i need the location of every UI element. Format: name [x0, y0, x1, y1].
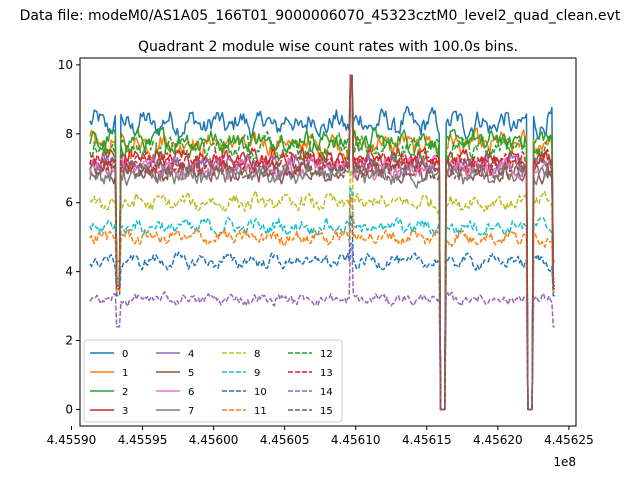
legend-label-7: 7	[188, 406, 194, 417]
x-tick-label-0: 4.45590	[47, 433, 97, 447]
x-axis-offset-label: 1e8	[553, 455, 576, 469]
chart-suptitle: Data file: modeM0/AS1A05_166T01_90000060…	[20, 8, 621, 24]
legend-label-2: 2	[122, 387, 128, 398]
legend-label-10: 10	[254, 387, 267, 398]
series-line-7	[89, 74, 555, 411]
x-tick-label-4: 4.45610	[331, 433, 381, 447]
x-tick-label-7: 4.45625	[544, 433, 594, 447]
legend-label-15: 15	[320, 406, 333, 417]
y-tick-label-1: 2	[65, 334, 73, 348]
y-tick-label-2: 4	[65, 265, 73, 279]
legend-label-0: 0	[122, 349, 128, 360]
x-tick-label-6: 4.45620	[473, 433, 523, 447]
legend-label-8: 8	[254, 349, 260, 360]
plot-frame	[79, 57, 577, 427]
series-line-2	[89, 74, 555, 411]
x-tick-label-1: 4.45595	[118, 433, 168, 447]
legend-label-5: 5	[188, 368, 194, 379]
legend-label-6: 6	[188, 387, 194, 398]
x-tick-label-5: 4.45615	[402, 433, 452, 447]
series-line-12	[89, 74, 555, 411]
y-tick-label-0: 0	[65, 402, 73, 416]
legend-label-14: 14	[320, 387, 333, 398]
legend-label-4: 4	[188, 349, 194, 360]
legend-box	[83, 339, 343, 423]
legend-label-13: 13	[320, 368, 333, 379]
series-line-14	[89, 242, 555, 411]
series-line-11	[89, 195, 555, 411]
legend-label-3: 3	[122, 406, 128, 417]
chart-title: Quadrant 2 module wise count rates with …	[138, 39, 518, 55]
legend-label-9: 9	[254, 368, 260, 379]
series-line-10	[89, 214, 555, 411]
x-axis: 4.45590 4.45595 4.45600 4.45605 4.45610 4.456…	[47, 426, 594, 447]
series-layer	[89, 74, 555, 411]
legend-label-12: 12	[320, 349, 333, 360]
x-tick-label-2: 4.45600	[189, 433, 239, 447]
y-tick-label-4: 8	[65, 127, 73, 141]
series-line-13	[89, 74, 555, 411]
series-line-15	[89, 74, 555, 411]
legend-label-11: 11	[254, 406, 267, 417]
y-tick-label-3: 6	[65, 196, 73, 210]
y-tick-label-5: 10	[58, 58, 73, 72]
series-line-8	[89, 170, 555, 411]
x-tick-label-3: 4.45605	[260, 433, 310, 447]
series-line-1	[89, 74, 555, 411]
legend-label-1: 1	[122, 368, 128, 379]
y-axis: 0 2 4 6 8 10	[58, 58, 80, 416]
series-line-0	[89, 74, 555, 411]
series-line-9	[89, 188, 555, 411]
